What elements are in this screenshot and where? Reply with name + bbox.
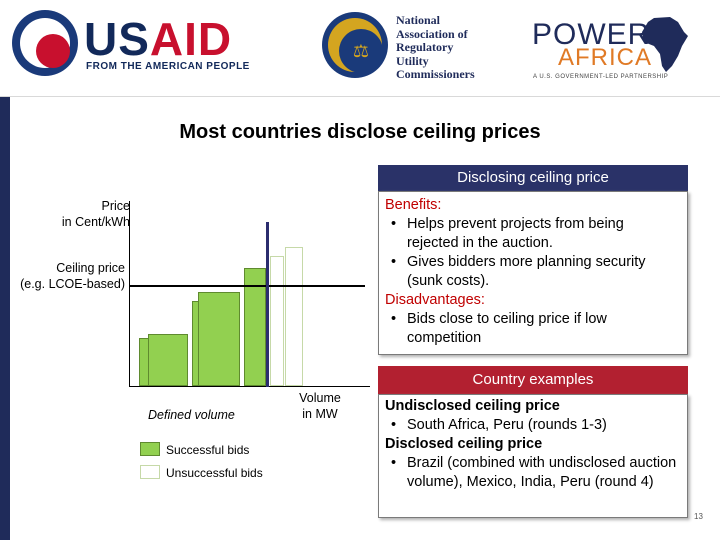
disadvantage-text: Bids close to ceiling price if low compe… — [407, 311, 607, 346]
naruc-line: Commissioners — [396, 67, 475, 81]
ceiling-price-label-line2: (e.g. LCOE-based) — [20, 277, 125, 291]
ceiling-price-label: Ceiling price (e.g. LCOE-based) — [20, 260, 125, 292]
legend-successful-label: Successful bids — [166, 443, 250, 457]
usaid-logo-aid: AID — [149, 13, 233, 65]
bullet-icon: • — [391, 417, 397, 433]
undisclosed-text: South Africa, Peru (rounds 1-3) — [407, 417, 607, 433]
country-examples-header: Country examples — [378, 366, 688, 394]
defined-volume-cutoff-line — [266, 222, 269, 387]
successful-bid-bar — [148, 334, 188, 386]
benefits-heading: Benefits: — [385, 197, 442, 213]
naruc-line: Association of — [396, 26, 468, 41]
power-africa-logo-power: POWER — [532, 18, 651, 51]
bullet-icon: • — [391, 254, 397, 270]
header-divider — [0, 96, 720, 97]
undisclosed-heading: Undisclosed ceiling price — [385, 398, 560, 414]
africa-map-icon — [642, 17, 688, 72]
bullet-icon: • — [391, 455, 397, 471]
ceiling-price-label-line1: Ceiling price — [56, 261, 125, 275]
slide-number: 13 — [694, 512, 703, 521]
naruc-logo-text: National Association of Regulatory Utili… — [396, 13, 475, 82]
price-axis-label-line1: Price — [101, 199, 130, 213]
usaid-logo-us: US — [84, 13, 150, 65]
price-axis-label: Price in Cent/kWh — [62, 198, 130, 230]
volume-axis-label-line1: Volume — [299, 391, 341, 405]
legend-unsuccessful-label: Unsuccessful bids — [166, 466, 263, 480]
disclosed-item: • Brazil (combined with undisclosed aucti… — [385, 454, 679, 492]
legend-successful-swatch — [140, 442, 160, 456]
x-axis — [129, 386, 370, 387]
disadvantages-heading: Disadvantages: — [385, 292, 485, 308]
power-africa-tagline: A U.S. GOVERNMENT-LED PARTNERSHIP — [533, 74, 669, 80]
price-axis-label-line2: in Cent/kWh — [61, 215, 130, 229]
benefit-text: Helps prevent projects from being reject… — [407, 216, 624, 251]
ceiling-price-line — [129, 285, 365, 287]
benefit-item: • Gives bidders more planning security (s… — [385, 253, 679, 291]
volume-axis-label-line2: in MW — [302, 407, 338, 421]
volume-axis-label: Volume in MW — [288, 390, 352, 422]
naruc-line: Regulatory — [396, 40, 454, 54]
unsuccessful-bid-bar — [270, 256, 284, 386]
disclosing-ceiling-price-header: Disclosing ceiling price — [378, 165, 688, 191]
bullet-icon: • — [391, 311, 397, 327]
successful-bid-bar — [198, 292, 240, 386]
benefit-text: Gives bidders more planning security (su… — [407, 254, 646, 289]
usaid-seal-icon — [12, 10, 78, 76]
power-africa-logo-africa: AFRICA — [558, 44, 653, 71]
disclosing-ceiling-price-panel: Benefits: • Helps prevent projects from b… — [378, 191, 688, 355]
benefit-item: • Helps prevent projects from being rejec… — [385, 215, 679, 253]
naruc-line: Utility — [396, 53, 429, 68]
naruc-line: National — [396, 13, 441, 27]
naruc-seal-icon: ⚖ — [322, 12, 388, 78]
y-axis — [129, 201, 130, 387]
disclosed-text: Brazil (combined with undisclosed auctio… — [407, 455, 677, 490]
legend-unsuccessful-swatch — [140, 465, 160, 479]
disadvantage-item: • Bids close to ceiling price if low comp… — [385, 310, 679, 348]
defined-volume-label: Defined volume — [148, 408, 235, 422]
country-examples-panel: Undisclosed ceiling price • South Africa,… — [378, 394, 688, 518]
usaid-logo: USAID — [84, 12, 232, 66]
successful-bid-bar — [244, 268, 266, 386]
disclosed-heading: Disclosed ceiling price — [385, 436, 543, 452]
unsuccessful-bid-bar — [285, 247, 303, 386]
bullet-icon: • — [391, 216, 397, 232]
usaid-tagline: FROM THE AMERICAN PEOPLE — [86, 61, 250, 72]
slide-title: Most countries disclose ceiling prices — [179, 121, 541, 143]
undisclosed-item: • South Africa, Peru (rounds 1-3) — [385, 416, 679, 435]
left-accent-bar — [0, 97, 10, 540]
